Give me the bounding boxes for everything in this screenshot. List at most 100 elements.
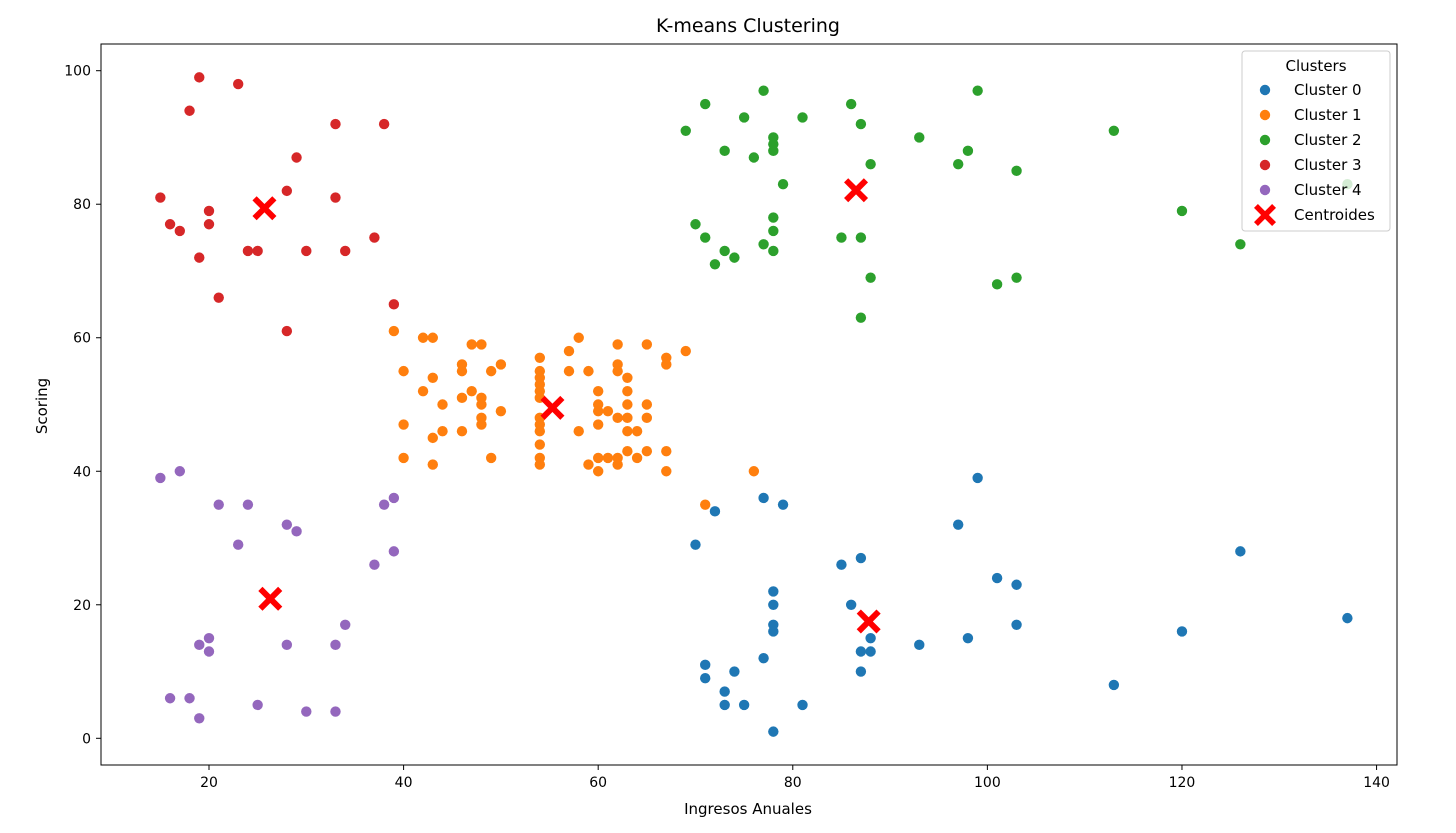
- data-point: [1235, 239, 1246, 250]
- y-axis: 0 20 40 60 80 100: [64, 64, 101, 747]
- data-point: [281, 185, 293, 197]
- data-point: [914, 132, 925, 143]
- data-point: [184, 105, 195, 116]
- data-point: [709, 259, 721, 270]
- data-point: [466, 339, 477, 350]
- data-point: [388, 546, 400, 557]
- legend-entry-cluster-0: Cluster 0: [1259, 81, 1362, 99]
- data-point: [1176, 626, 1188, 637]
- data-point: [369, 559, 380, 570]
- data-point: [641, 446, 653, 457]
- data-point: [398, 365, 409, 377]
- centroid-marker: [252, 196, 277, 221]
- data-point: [622, 399, 633, 410]
- data-point: [592, 452, 604, 464]
- legend-label: Centroides: [1294, 206, 1375, 224]
- data-point: [641, 399, 653, 410]
- data-point: [485, 365, 497, 377]
- data-point: [456, 365, 468, 377]
- data-point: [592, 419, 604, 430]
- legend-marker: [1259, 159, 1271, 171]
- data-point: [495, 359, 507, 370]
- data-point: [330, 118, 341, 130]
- data-point: [768, 599, 779, 610]
- x-tick-label: 60: [589, 775, 607, 791]
- plot-frame: [100, 43, 1398, 766]
- data-point: [855, 232, 867, 243]
- data-point: [456, 426, 468, 437]
- legend-marker: [1254, 204, 1276, 226]
- data-point: [768, 245, 779, 257]
- x-tick-label: 40: [395, 775, 413, 791]
- data-point: [962, 632, 974, 644]
- data-point: [748, 152, 760, 163]
- x-tick-label: 140: [1363, 775, 1390, 791]
- data-point: [1011, 619, 1022, 631]
- data-point: [174, 225, 186, 237]
- data-point: [845, 98, 857, 110]
- data-point: [612, 459, 623, 470]
- data-point: [738, 112, 750, 123]
- data-point: [719, 699, 730, 711]
- data-point: [330, 639, 341, 651]
- data-point: [631, 452, 643, 464]
- data-point: [700, 499, 711, 510]
- data-point: [855, 312, 867, 323]
- y-tick-label: 0: [82, 731, 91, 747]
- data-point: [213, 499, 224, 510]
- data-point: [495, 405, 507, 417]
- data-point: [203, 219, 215, 230]
- data-point: [865, 272, 876, 283]
- data-point: [155, 192, 166, 203]
- data-point: [252, 245, 263, 257]
- data-point: [680, 345, 691, 357]
- legend-entry-cluster-4: Cluster 4: [1259, 181, 1362, 199]
- legend-entry-cluster-2: Cluster 2: [1259, 131, 1362, 149]
- legend-marker: [1259, 84, 1271, 96]
- y-tick-label: 60: [73, 331, 91, 347]
- data-point: [768, 626, 779, 637]
- centroid-marker: [844, 178, 869, 203]
- data-point: [758, 239, 769, 250]
- data-point: [855, 646, 867, 657]
- data-point: [456, 392, 468, 404]
- data-point: [612, 365, 623, 377]
- data-point: [369, 232, 380, 243]
- data-point: [709, 506, 721, 517]
- data-point: [437, 426, 448, 437]
- data-point: [1235, 546, 1246, 557]
- legend-entries: Cluster 0 Cluster 1 Cluster 2 Cluster 3 Clus…: [1254, 81, 1375, 226]
- data-point: [203, 646, 215, 657]
- data-point: [583, 459, 594, 470]
- legend-label: Cluster 4: [1294, 181, 1362, 199]
- data-point: [281, 325, 293, 337]
- y-tick-label: 20: [73, 598, 91, 614]
- data-point: [1011, 165, 1022, 177]
- data-point: [719, 145, 730, 157]
- data-point: [476, 339, 487, 350]
- centroid-marker: [856, 609, 881, 634]
- series-cluster-2: [680, 85, 1353, 323]
- data-point: [719, 686, 730, 697]
- data-point: [661, 466, 672, 477]
- legend-marker: [1259, 134, 1271, 146]
- data-point: [777, 178, 789, 190]
- x-axis: 20 40 60 80 100 120 140: [200, 765, 1390, 791]
- data-point: [281, 519, 293, 530]
- x-tick-label: 100: [974, 775, 1001, 791]
- data-point: [768, 145, 779, 157]
- data-point: [845, 599, 857, 610]
- data-point: [476, 399, 487, 410]
- data-point: [1108, 679, 1120, 691]
- data-point: [242, 245, 254, 257]
- data-point: [437, 399, 448, 410]
- legend-entry-centroides: Centroides: [1254, 204, 1375, 226]
- data-point: [661, 359, 672, 370]
- data-point: [602, 452, 614, 464]
- data-point: [534, 459, 546, 470]
- data-point: [232, 539, 244, 550]
- data-point: [534, 426, 546, 437]
- legend-label: Cluster 1: [1294, 106, 1362, 124]
